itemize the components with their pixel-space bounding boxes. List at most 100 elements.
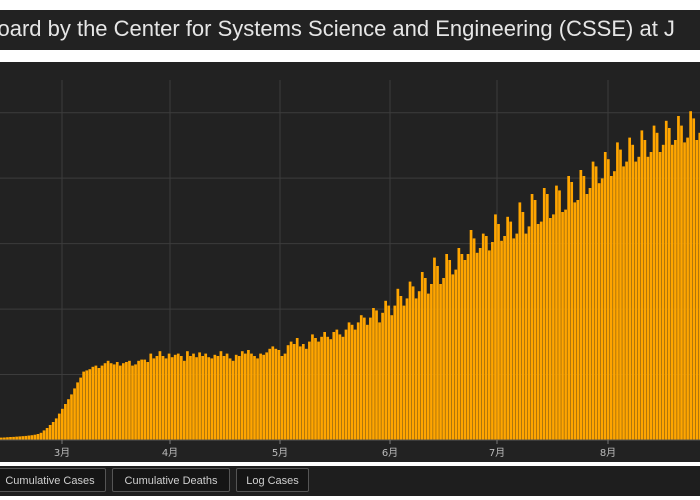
bar-daily-cases [173, 354, 177, 440]
bar-daily-cases [164, 358, 168, 440]
bar-daily-cases [658, 152, 662, 440]
bar-daily-cases [686, 137, 689, 440]
bar-daily-cases [274, 348, 278, 440]
bar-daily-cases [570, 182, 574, 440]
bar-daily-cases [64, 404, 67, 440]
bar-daily-cases [158, 351, 162, 440]
bar-daily-cases [552, 214, 555, 440]
bar-daily-cases [603, 152, 607, 440]
bar-daily-cases [12, 436, 15, 440]
bar-daily-cases [478, 248, 482, 440]
bar-daily-cases [125, 362, 128, 440]
bar-daily-cases [442, 278, 445, 440]
bar-daily-cases [664, 120, 668, 441]
bar-daily-cases [439, 284, 442, 440]
daily-cases-chart: 3月 4月 5月 6月 7月 8月 [0, 80, 700, 459]
bar-daily-cases [225, 353, 229, 440]
bar-daily-cases [326, 336, 330, 440]
bar-daily-cases [15, 436, 18, 440]
bar-daily-cases [176, 353, 180, 440]
bar-daily-cases [298, 346, 302, 440]
bar-daily-cases [85, 370, 89, 440]
bar-daily-cases [115, 362, 119, 440]
bar-daily-cases [82, 371, 86, 440]
bar-daily-cases [637, 156, 641, 441]
bar-daily-cases [628, 137, 631, 440]
bar-daily-cases [161, 356, 165, 440]
bar-daily-cases [381, 312, 384, 440]
bar-daily-cases [88, 369, 92, 440]
bar-daily-cases [530, 194, 534, 440]
bar-daily-cases [433, 257, 436, 440]
bar-daily-cases [643, 140, 647, 440]
x-tick-label: 5月 [272, 447, 288, 459]
bar-daily-cases [73, 388, 76, 440]
bar-daily-cases [45, 428, 49, 440]
tab-log-cases[interactable]: Log Cases [236, 468, 309, 492]
bar-daily-cases [94, 365, 98, 440]
dashboard-title: shboard by the Center for Systems Scienc… [0, 16, 675, 41]
bar-daily-cases [350, 324, 354, 440]
bar-daily-cases [231, 360, 235, 440]
bar-daily-cases [207, 357, 211, 440]
bar-daily-cases [558, 190, 561, 440]
bar-daily-cases [390, 315, 394, 440]
bar-daily-cases [536, 224, 540, 440]
bar-daily-cases [219, 351, 223, 440]
bar-daily-cases [152, 358, 156, 440]
bar-daily-cases [256, 358, 259, 440]
bar-daily-cases [18, 436, 21, 440]
bar-daily-cases [33, 434, 37, 440]
bar-daily-cases [0, 437, 3, 440]
x-tick-label: 4月 [162, 447, 178, 459]
bar-daily-cases [698, 132, 700, 441]
bar-daily-cases [134, 364, 137, 440]
bar-daily-cases [192, 353, 195, 440]
bar-daily-cases [500, 240, 503, 440]
bar-daily-cases [631, 144, 635, 441]
bar-daily-cases [481, 233, 485, 440]
bar-daily-cases [24, 435, 28, 440]
bar-daily-cases [70, 394, 73, 440]
tab-cumulative-deaths[interactable]: Cumulative Deaths [112, 468, 230, 492]
tab-cumulative-cases[interactable]: Cumulative Cases [0, 468, 106, 492]
bar-daily-cases [387, 305, 391, 440]
bar-daily-cases [506, 216, 509, 440]
bar-daily-cases [344, 329, 348, 440]
bar-daily-cases [649, 152, 653, 440]
bar-daily-cases [646, 156, 650, 441]
bar-daily-cases [491, 242, 494, 440]
x-axis-ticks: 3月 4月 5月 6月 7月 8月 [54, 440, 616, 459]
bar-daily-cases [619, 149, 622, 440]
bar-daily-cases [301, 344, 305, 440]
bar-daily-cases [423, 278, 427, 440]
bar-daily-cases [234, 354, 238, 440]
bar-daily-cases [399, 296, 403, 440]
bar-daily-cases [51, 422, 55, 440]
bar-daily-cases [472, 238, 476, 440]
bar-daily-cases [283, 353, 287, 440]
bar-daily-cases [27, 435, 31, 440]
bar-daily-cases [542, 188, 546, 440]
chart-bars [0, 111, 700, 441]
bar-daily-cases [622, 166, 625, 440]
bar-daily-cases [189, 356, 192, 440]
bar-daily-cases [237, 356, 241, 440]
bar-daily-cases [271, 346, 275, 440]
bar-daily-cases [250, 353, 253, 440]
bar-daily-cases [692, 118, 696, 441]
bar-daily-cases [396, 288, 400, 440]
bar-daily-cases [417, 291, 421, 440]
bar-daily-cases [695, 140, 699, 440]
bar-daily-cases [6, 437, 9, 440]
bar-daily-cases [634, 161, 638, 440]
bar-daily-cases [402, 305, 406, 440]
bar-daily-cases [515, 233, 519, 440]
bar-daily-cases [21, 436, 25, 440]
bar-daily-cases [228, 358, 232, 440]
bar-daily-cases [366, 324, 369, 440]
bar-daily-cases [100, 365, 104, 440]
bar-daily-cases [30, 435, 34, 440]
bar-daily-cases [3, 437, 6, 440]
bar-daily-cases [186, 351, 189, 440]
